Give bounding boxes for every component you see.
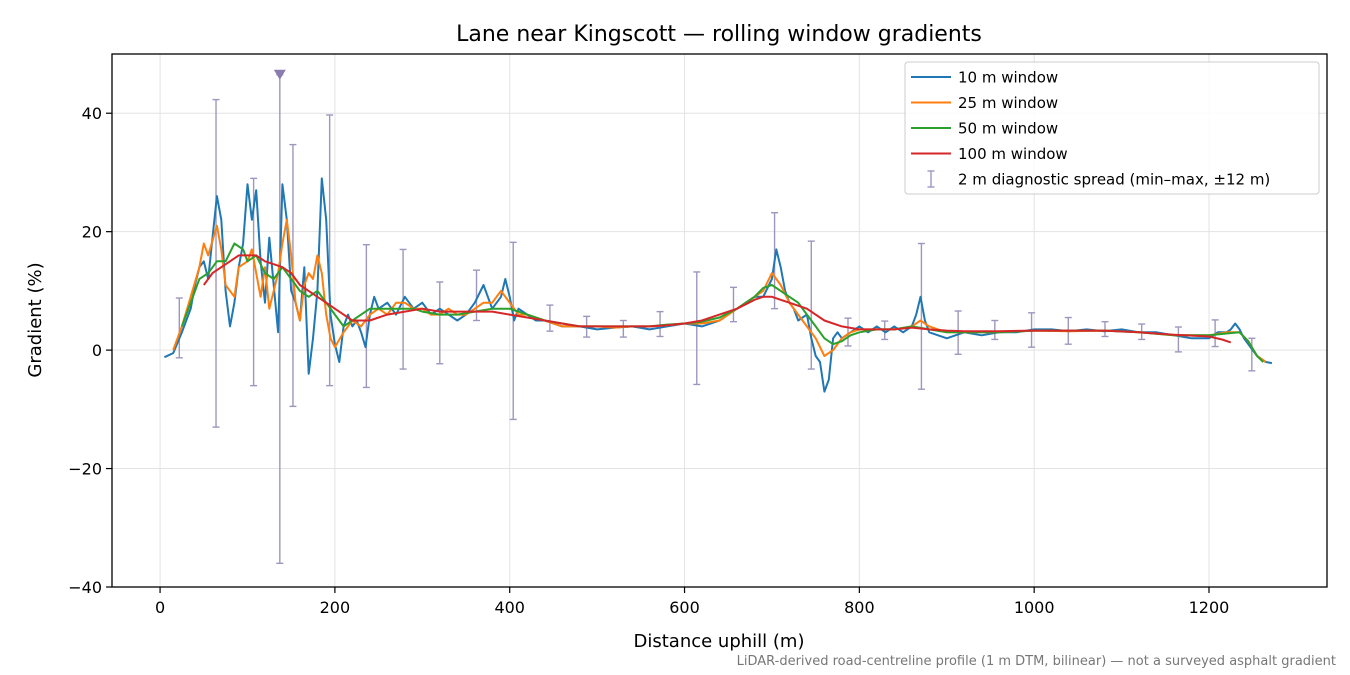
x-tick-label: 800 [844, 598, 875, 617]
error-bar [436, 281, 444, 365]
error-bar [693, 271, 701, 386]
y-tick-label: −40 [68, 578, 102, 597]
x-tick-label: 600 [669, 598, 700, 617]
legend-label-error-bars: 2 m diagnostic spread (min–max, ±12 m) [958, 171, 1270, 189]
x-axis-label: Distance uphill (m) [634, 631, 805, 652]
error-bar [509, 241, 517, 421]
x-tick-label: 1000 [1014, 598, 1055, 617]
clipped-marker-triangle [273, 69, 286, 80]
y-axis-label: Gradient (%) [25, 262, 46, 377]
error-bar [991, 319, 999, 341]
y-tick-label: 0 [92, 341, 102, 360]
series-line-4 [202, 254, 1232, 344]
series-lines [163, 177, 1273, 393]
error-bar [1248, 337, 1256, 372]
y-tick-label: 20 [82, 223, 102, 242]
error-bar [546, 304, 554, 332]
x-tick-label: 200 [320, 598, 351, 617]
y-tick-label: 40 [82, 104, 102, 123]
error-bar [729, 286, 737, 323]
legend-label-1: 10 m window [958, 69, 1058, 87]
error-bar [1174, 326, 1182, 353]
x-tick-label: 400 [494, 598, 525, 617]
error-bar [807, 240, 815, 370]
error-bar [917, 242, 925, 390]
legend: 10 m window 25 m window 50 m window 100 m w… [904, 61, 1320, 195]
footnote: LiDAR-derived road-centreline profile (1… [737, 654, 1336, 669]
error-bar [619, 319, 627, 338]
error-bar [175, 297, 183, 359]
error-bar [656, 310, 664, 338]
y-tick-label: −20 [68, 460, 102, 479]
legend-label-2: 25 m window [958, 94, 1058, 112]
error-bar [326, 114, 334, 387]
error-bar [362, 243, 370, 389]
legend-label-4: 100 m window [958, 145, 1068, 163]
plot-frame [111, 53, 1328, 588]
x-tick-label: 1200 [1189, 598, 1230, 617]
legend-box [904, 61, 1320, 195]
clipped-marker [273, 69, 286, 80]
error-bar [844, 317, 852, 347]
series-line-3 [180, 242, 1264, 363]
axis-ticks: 0 200 400 600 800 1000 1200 −40 −20 0 20 40 [68, 104, 1229, 617]
series-line-1 [163, 177, 1273, 393]
x-tick-label: 0 [155, 598, 165, 617]
series-line-2 [172, 218, 1267, 363]
error-bar [1101, 320, 1109, 338]
chart-title: Lane near Kingscott — rolling window gra… [456, 22, 982, 47]
legend-label-3: 50 m window [958, 120, 1058, 138]
